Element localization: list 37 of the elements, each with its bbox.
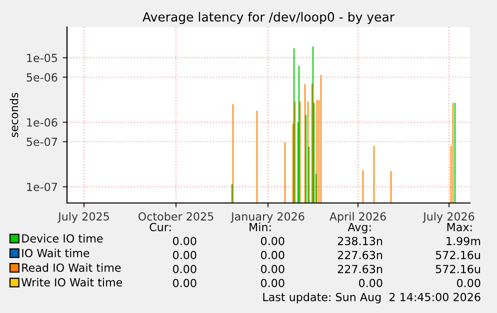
text: 0.00 [172,264,196,274]
y-axis-title: seconds [10,92,18,138]
legend-label: Device IO time [22,234,103,243]
text: Avg: [348,222,371,234]
legend-label: IO Wait time [22,248,90,258]
text: Cur: [150,222,171,232]
x-tick-label: October 2025 [138,212,214,221]
text: 238.13n [338,236,382,246]
y-tick-label: 1e-06 [27,118,58,127]
text: 572.16u [436,264,480,274]
text: 0.00 [172,236,196,246]
x-tick-label: July 2026 [422,212,474,223]
legend-label: Read IO Wait time [22,263,121,272]
text: 0.00 [260,250,284,260]
text: 0.00 [456,278,480,288]
legend-label: Write IO Wait time [21,278,122,287]
text: 227.63n [338,264,382,274]
chart-title: Average latency for /dev/loop0 - by year [142,12,395,24]
x-tick-label: April 2026 [329,212,386,223]
text: 227.63n [338,250,382,260]
y-tick-label: 1e-05 [27,54,57,62]
text: 0.00 [172,278,196,288]
text: 0.00 [358,278,382,288]
x-tick-label: January 2026 [230,212,304,223]
y-tick-label: 5e-06 [26,73,58,82]
text: 0.00 [260,236,284,246]
y-tick-label: 1e-07 [27,182,58,192]
text: 0.00 [260,264,284,274]
text: Last update: Sun Aug 2 14:45:00 2026 [263,292,480,304]
text: 572.16u [436,250,480,260]
text: 0.00 [260,278,284,288]
text: Min: [250,222,271,232]
text: 1.99m [446,236,480,246]
text: 0.00 [172,250,196,260]
x-tick-label: July 2025 [58,212,109,223]
y-tick-label: 5e-07 [26,138,58,146]
text: Max: [447,222,472,232]
